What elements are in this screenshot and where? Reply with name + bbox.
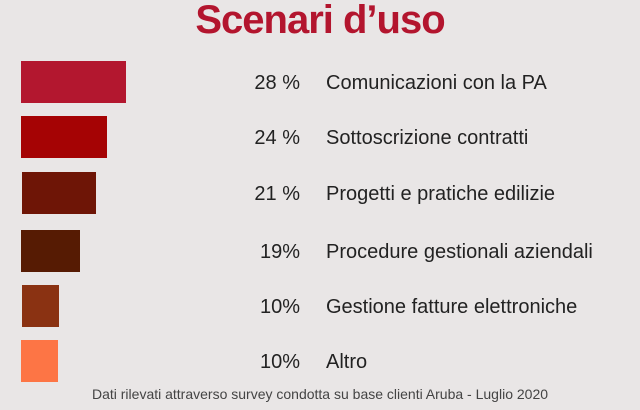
category-label-1: Comunicazioni con la PA (326, 72, 548, 94)
value-label-3: 21 % (254, 183, 300, 205)
value-label-6: 10% (260, 351, 300, 373)
category-label-6: Altro (326, 351, 367, 373)
value-label-2: 24 % (254, 127, 300, 149)
value-label-1: 28 % (254, 72, 300, 94)
bar-4 (21, 230, 80, 272)
category-label-2: Sottoscrizione contratti (326, 127, 528, 149)
category-label-3: Progetti e pratiche edilizie (326, 183, 555, 205)
bar-2 (21, 116, 107, 158)
bar-6 (21, 340, 58, 382)
bar-3 (22, 172, 96, 214)
footnote: Dati rilevati attraverso survey condotta… (91, 386, 549, 402)
bar-5 (22, 285, 59, 327)
value-label-4: 19% (260, 241, 300, 263)
chart-title: Scenari d’uso (195, 0, 445, 42)
value-label-5: 10% (260, 296, 300, 318)
category-label-5: Gestione fatture elettroniche (326, 296, 577, 318)
category-label-4: Procedure gestionali aziendali (326, 241, 593, 263)
bar-1 (21, 61, 126, 103)
